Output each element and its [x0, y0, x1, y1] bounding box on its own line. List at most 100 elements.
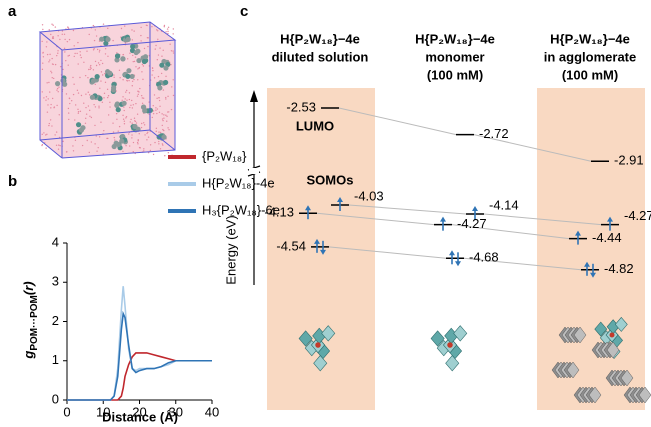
molecule-blob	[163, 65, 169, 71]
solvent-dot	[143, 124, 146, 126]
solvent-dot	[141, 71, 143, 73]
solvent-dot	[96, 150, 98, 152]
solvent-dot	[41, 91, 43, 93]
solvent-dot	[50, 103, 52, 106]
electron-head	[455, 261, 461, 267]
molecule-blob	[115, 141, 122, 148]
solvent-dot	[129, 145, 131, 147]
solvent-dot	[79, 110, 82, 113]
solvent-dot	[73, 45, 75, 47]
molecule-blob	[125, 73, 131, 79]
solvent-dot	[68, 97, 71, 99]
solvent-dot	[45, 46, 48, 48]
solvent-dot	[151, 116, 153, 119]
solvent-dot	[89, 115, 91, 117]
solvent-dot	[128, 98, 131, 101]
solvent-dot	[172, 79, 174, 81]
solvent-dot	[121, 99, 123, 102]
solvent-dot	[165, 31, 167, 33]
solvent-dot	[132, 151, 134, 153]
level-label: -4.13	[264, 205, 294, 220]
solvent-dot	[83, 61, 85, 63]
solvent-dot	[55, 144, 58, 147]
electron-head	[607, 216, 613, 222]
solvent-dot	[42, 51, 44, 54]
solvent-dot	[46, 111, 49, 113]
solvent-dot	[107, 27, 109, 30]
solvent-dot	[93, 39, 96, 42]
solvent-dot	[77, 112, 80, 114]
agglomerate-part	[588, 386, 602, 404]
solvent-dot	[133, 117, 136, 119]
solvent-dot	[94, 29, 97, 31]
solvent-dot	[102, 153, 104, 155]
solvent-dot	[113, 136, 116, 139]
solvent-dot	[137, 79, 139, 81]
solvent-dot	[106, 88, 109, 91]
solvent-dot	[143, 47, 146, 50]
solvent-dot	[106, 96, 109, 99]
solvent-dot	[131, 80, 134, 82]
solvent-dot	[43, 132, 45, 134]
molecule-part	[430, 330, 445, 347]
solvent-dot	[48, 81, 50, 84]
y-tick-label: 4	[52, 234, 59, 249]
solvent-dot	[138, 66, 141, 69]
molecule-blob	[136, 57, 142, 64]
solvent-dot	[125, 117, 127, 119]
solvent-dot	[48, 122, 51, 125]
solvent-dot	[53, 77, 55, 80]
solvent-dot	[45, 99, 47, 101]
column-heading: H{P₂W₁₈}−4e	[280, 31, 360, 46]
solvent-dot	[142, 78, 144, 81]
x-tick-label: 0	[63, 404, 70, 419]
solvent-dot	[126, 99, 128, 101]
solvent-dot	[68, 54, 71, 57]
solvent-dot	[87, 105, 90, 107]
solvent-dot	[122, 150, 124, 153]
panel-label: c	[240, 3, 248, 20]
solvent-dot	[165, 75, 167, 78]
solvent-dot	[113, 74, 115, 76]
level-label: -4.27	[624, 208, 651, 223]
solvent-dot	[43, 97, 45, 99]
solvent-dot	[161, 118, 164, 120]
solvent-dot	[53, 107, 55, 109]
column-heading: (100 mM)	[427, 67, 483, 82]
molecule-blob	[142, 54, 149, 60]
molecule-blob	[157, 85, 163, 91]
solvent-dot	[45, 96, 48, 98]
solvent-dot	[129, 52, 131, 54]
panel-label: a	[8, 3, 17, 20]
level-connector	[328, 246, 447, 259]
solvent-dot	[88, 94, 91, 96]
solvent-dot	[158, 111, 161, 114]
solvent-dot	[67, 107, 70, 110]
solvent-dot	[49, 119, 52, 121]
solvent-dot	[68, 38, 71, 41]
solvent-dot	[116, 52, 118, 54]
solvent-dot	[56, 89, 58, 91]
solvent-dot	[154, 48, 156, 50]
solvent-dot	[62, 140, 64, 143]
solvent-dot	[137, 68, 139, 70]
box-edges	[38, 21, 177, 159]
solvent-dot	[172, 52, 175, 54]
solvent-dot	[160, 72, 163, 75]
solvent-dot	[156, 97, 158, 100]
level-connector	[348, 204, 467, 215]
simulation-box	[38, 21, 177, 159]
solvent-dot	[166, 28, 169, 30]
solvent-dot	[93, 48, 95, 50]
solvent-dot	[56, 54, 58, 57]
solvent-dot	[77, 110, 80, 113]
solvent-dot	[157, 38, 159, 41]
solvent-dot	[62, 68, 64, 71]
molecule-blob	[142, 108, 148, 114]
solvent-dot	[100, 80, 102, 82]
solvent-dot	[167, 26, 170, 29]
solvent-dot	[100, 121, 102, 123]
molecule-atom	[315, 342, 321, 348]
molecule-part	[298, 330, 313, 347]
molecule-blob	[107, 70, 113, 76]
